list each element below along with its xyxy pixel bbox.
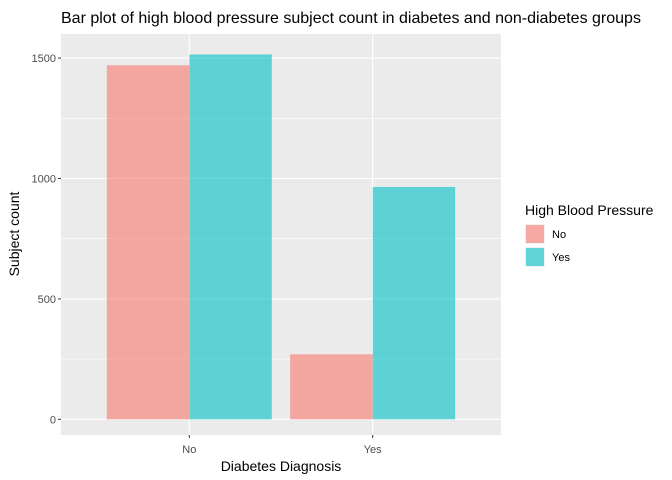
y-axis: 0 500 1000 1500 (32, 53, 61, 426)
legend-title: High Blood Pressure (525, 202, 654, 218)
bars (106, 54, 456, 420)
y-tick-label: 1500 (32, 53, 56, 65)
legend-swatch (526, 225, 544, 243)
legend-label: Yes (552, 252, 570, 264)
legend-label: No (552, 229, 566, 241)
y-axis-title: Subject count (6, 191, 22, 276)
x-tick-label: Yes (364, 444, 382, 456)
y-tick-label: 500 (38, 294, 56, 306)
y-tick-label: 0 (50, 414, 56, 426)
x-axis: No Yes (182, 435, 382, 456)
x-axis-title: Diabetes Diagnosis (221, 458, 342, 474)
bar-no-no (106, 65, 190, 420)
legend: High Blood Pressure No Yes (525, 202, 654, 267)
legend-swatch (526, 248, 544, 266)
y-tick-label: 1000 (32, 174, 56, 186)
x-tick-label: No (182, 444, 196, 456)
bar-no-yes (189, 54, 272, 420)
bar-yes-no (290, 354, 373, 420)
chart-title: Bar plot of high blood pressure subject … (61, 10, 641, 27)
bar-yes-yes (372, 186, 456, 420)
